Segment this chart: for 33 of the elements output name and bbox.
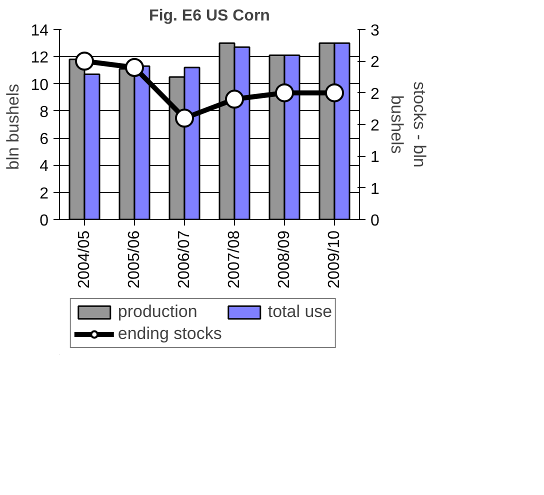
y2-tick-label: 0 — [370, 212, 380, 230]
x-tick-label: 2006/07 — [176, 230, 193, 288]
y2-tick-label: 2 — [370, 86, 380, 103]
y2-axis-title: stocks - bln bushels — [387, 82, 430, 168]
y-tick-label: 8 — [40, 104, 49, 121]
point — [325, 83, 344, 102]
y-tick-label: 14 — [30, 22, 49, 40]
x-tick-label: 2004/05 — [76, 230, 93, 288]
y2-tick-label: 3 — [370, 22, 380, 40]
y2-tick-label: 2 — [370, 54, 380, 72]
x-tick-label: 2007/08 — [226, 230, 243, 288]
y2-tick-label: 2 — [370, 118, 380, 134]
y-tick-label: 6 — [40, 131, 49, 148]
legend-label: production — [118, 302, 198, 322]
point — [75, 52, 94, 71]
y-tick-label: 10 — [30, 76, 49, 94]
y2-tick-label: 1 — [370, 180, 380, 198]
x-tick-label: 2009/10 — [326, 230, 343, 288]
y-tick-label: 12 — [30, 50, 49, 67]
chart-title: Fig. E6 US Corn — [149, 8, 270, 24]
y2-tick-label: 1 — [370, 149, 380, 166]
y-tick-label: 2 — [40, 185, 49, 202]
point — [175, 108, 194, 128]
y-tick-label: 4 — [40, 158, 49, 176]
y-tick-label: 0 — [40, 212, 49, 230]
point — [275, 83, 294, 102]
y-axis-title: bln bushels — [4, 84, 23, 170]
legend-label: total use — [268, 302, 332, 322]
x-tick-label: 2008/09 — [276, 230, 293, 288]
legend-label: ending stocks — [118, 324, 222, 344]
point — [225, 90, 244, 109]
x-tick-label: 2005/06 — [126, 230, 143, 288]
point — [125, 58, 144, 77]
